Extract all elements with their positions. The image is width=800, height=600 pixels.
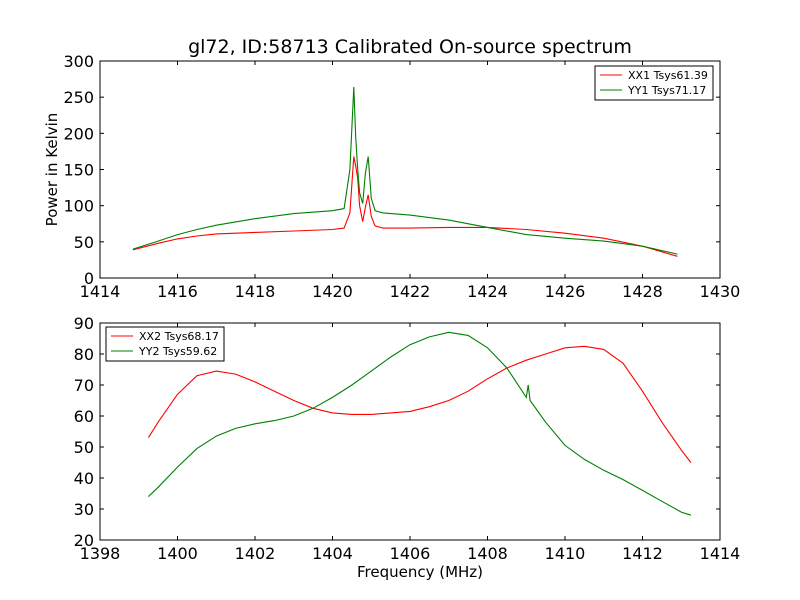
x-tick-label: 1404 (312, 544, 353, 563)
y-tick-label: 80 (74, 345, 94, 364)
y-tick-label: 90 (74, 314, 94, 333)
y-tick-label: 30 (74, 500, 94, 519)
legend-entry-label: XX2 Tsys68.17 (139, 330, 219, 343)
x-tick-label: 1416 (157, 282, 198, 301)
x-tick-label: 1430 (700, 282, 741, 301)
y-tick-label: 100 (63, 197, 94, 216)
y-tick-label: 0 (84, 269, 94, 288)
series-line-1 (132, 156, 678, 257)
y-tick-label: 20 (74, 531, 94, 550)
legend: XX1 Tsys61.39 YY1 Tsys71.17 (594, 65, 714, 101)
y-tick-label: 300 (63, 52, 94, 71)
chart-title: gl72, ID:58713 Calibrated On-source spec… (188, 36, 632, 58)
x-tick-label: 1410 (545, 544, 586, 563)
x-tick-label: 1422 (390, 282, 431, 301)
legend-box (105, 326, 225, 362)
y-tick-label: 250 (63, 88, 94, 107)
series-line-1 (147, 345, 692, 463)
x-tick-label: 1414 (80, 282, 121, 301)
y-axis-label: Power in Kelvin (43, 113, 61, 227)
series-line-2 (132, 86, 678, 255)
y-tick-label: 60 (74, 407, 94, 426)
legend-entry-label: YY1 Tsys71.17 (627, 84, 706, 97)
plot-2: 1398 1400 1402 1404 1406 1408 1410 1412 1414 20 30… (74, 314, 741, 581)
legend: XX2 Tsys68.17 YY2 Tsys59.62 (105, 326, 225, 362)
y-tick-label: 50 (74, 438, 94, 457)
y-tick-label: 40 (74, 469, 94, 488)
x-tick-label: 1406 (390, 544, 431, 563)
x-tick-label: 1408 (467, 544, 508, 563)
x-tick-label: 1398 (80, 544, 121, 563)
x-tick-label: 1412 (622, 544, 663, 563)
legend-entry-label: YY2 Tsys59.62 (138, 345, 217, 358)
x-tick-label: 1424 (467, 282, 508, 301)
y-tick-label: 150 (63, 161, 94, 180)
legend-entry-label: XX1 Tsys61.39 (628, 69, 708, 82)
x-tick-label: 1402 (235, 544, 276, 563)
y-tick-label: 200 (63, 124, 94, 143)
x-axis-label: Frequency (MHz) (357, 563, 483, 581)
x-tick-label: 1418 (235, 282, 276, 301)
x-tick-label: 1428 (622, 282, 663, 301)
y-tick-label: 70 (74, 376, 94, 395)
legend-box (594, 65, 714, 101)
series-line-2 (148, 331, 692, 516)
plot-1: 1414 1416 1418 1420 1422 1424 1426 1428 1430 0 50 1… (43, 52, 740, 301)
x-tick-label: 1426 (545, 282, 586, 301)
y-tick-label: 50 (74, 233, 94, 252)
x-tick-label: 1420 (312, 282, 353, 301)
x-tick-label: 1414 (700, 544, 741, 563)
x-tick-label: 1400 (157, 544, 198, 563)
